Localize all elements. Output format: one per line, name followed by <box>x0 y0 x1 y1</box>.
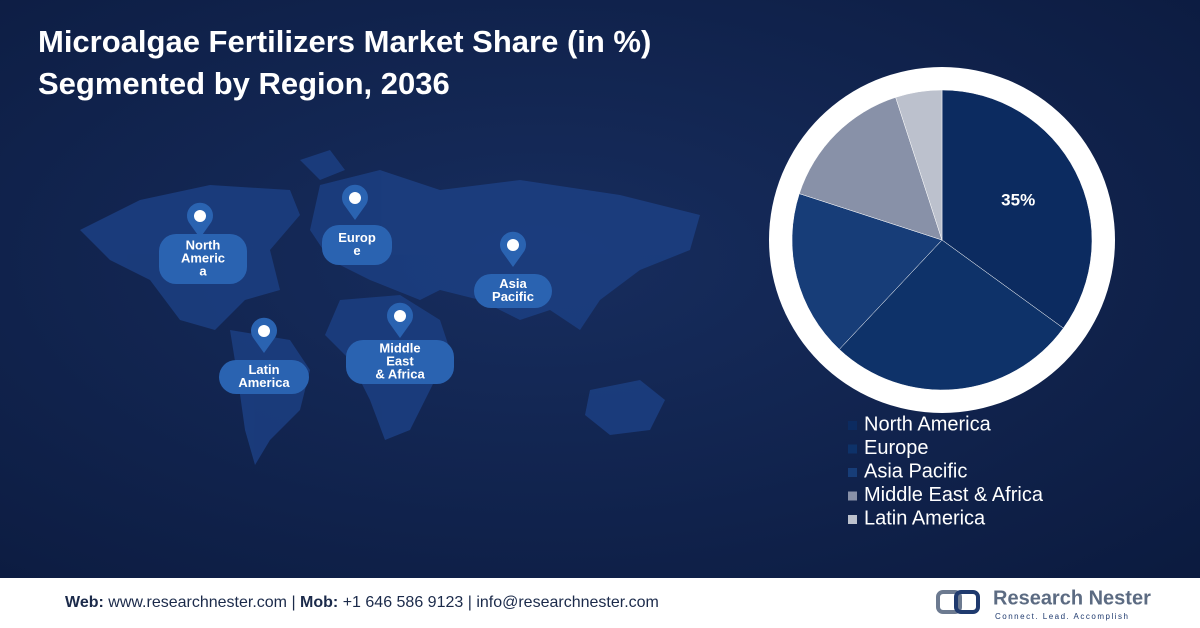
label-pill <box>159 234 247 284</box>
map-label: & Africa <box>375 366 425 381</box>
legend-label: Asia Pacific <box>864 460 967 482</box>
value-label: 35% <box>1001 191 1035 210</box>
label-pill <box>474 274 552 308</box>
map-pin-dot <box>258 325 270 337</box>
legend-swatch <box>848 444 857 454</box>
map-pin-dot <box>349 192 361 204</box>
map-label: East <box>386 353 414 368</box>
map-label: America <box>238 375 290 390</box>
map-pin-dot <box>194 210 206 222</box>
legend-label: North America <box>864 413 992 435</box>
pie-slice <box>838 239 1064 391</box>
legend-swatch <box>848 468 857 477</box>
map-label: a <box>199 263 207 278</box>
map-label: e <box>353 243 360 258</box>
logo: Research Nester Connect. Lead. Accomplis… <box>936 587 1151 621</box>
chart-title: Microalgae Fertilizers Market Share (in … <box>38 24 651 59</box>
legend-swatch <box>848 491 857 501</box>
logo-icon <box>936 590 962 614</box>
footer-text: Web: www.researchnester.com | Mob: +1 64… <box>65 594 659 611</box>
pie-slice <box>791 193 943 350</box>
map-label: Latin <box>248 362 279 377</box>
chart-title: Segmented by Region, 2036 <box>38 66 450 101</box>
legend-label: Middle East & Africa <box>864 484 1044 506</box>
logo-tagline: Connect. Lead. Accomplish <box>995 612 1129 621</box>
logo-name: Research Nester <box>993 587 1151 609</box>
map-label: Middle <box>379 340 420 355</box>
mob-label: Mob: <box>300 594 338 611</box>
footer-line: Web: www.researchnester.com | Mob: +1 64… <box>65 594 659 611</box>
legend-swatch <box>848 421 857 430</box>
mob: +1 646 586 9123 <box>343 594 464 611</box>
legend-swatch <box>848 515 857 524</box>
map-pin-dot <box>507 239 519 251</box>
legend-label: Europe <box>864 437 929 459</box>
logo-icon <box>954 590 980 614</box>
email: info@researchnester.com <box>476 594 659 611</box>
legend-label: Latin America <box>864 507 986 529</box>
label-pill <box>219 360 309 394</box>
pie-slice <box>799 97 943 241</box>
label-pill <box>322 225 392 265</box>
pie-slice <box>941 89 1093 329</box>
label-pill <box>346 340 454 384</box>
map-label: Pacific <box>492 289 534 304</box>
map-pin-dot <box>394 310 406 322</box>
map-label: North <box>186 237 221 252</box>
web-label: Web: <box>65 594 104 611</box>
web: www.researchnester.com <box>107 594 287 611</box>
map-label: Asia <box>499 276 527 291</box>
pie-slice <box>895 89 943 241</box>
footer-band <box>0 578 1200 628</box>
map-label: Europ <box>338 230 376 245</box>
map-label: Americ <box>181 250 225 265</box>
